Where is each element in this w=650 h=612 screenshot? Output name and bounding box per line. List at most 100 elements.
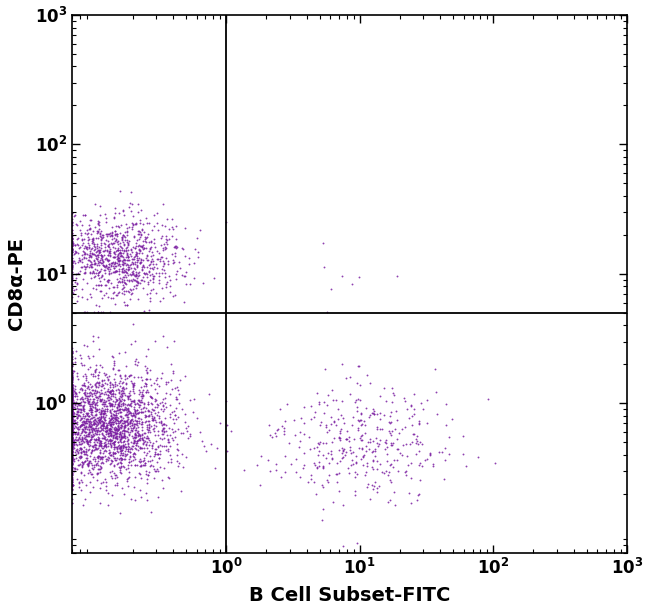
Point [133, 357, 144, 367]
Point [71, 247, 81, 257]
Point [109, 248, 120, 258]
Point [67, 455, 77, 465]
Point [222, 446, 233, 455]
Point [78, 416, 88, 426]
Point [148, 440, 158, 450]
Point [67, 414, 77, 424]
Point [67, 209, 77, 218]
Point [89, 452, 99, 462]
Point [119, 425, 129, 435]
Point [151, 388, 162, 398]
Point [112, 381, 122, 390]
Point [84, 422, 95, 431]
Point [95, 452, 105, 461]
Point [67, 395, 77, 405]
Point [114, 396, 125, 406]
Point [68, 408, 79, 418]
Point [97, 233, 107, 243]
Point [67, 436, 77, 446]
Point [93, 233, 103, 243]
Point [92, 405, 102, 414]
Point [71, 449, 81, 458]
Point [67, 393, 77, 403]
Point [380, 435, 391, 445]
Point [103, 371, 114, 381]
Point [344, 442, 355, 452]
Point [92, 392, 102, 402]
Point [88, 272, 99, 282]
Point [73, 422, 83, 431]
Point [111, 424, 122, 433]
Point [124, 406, 135, 416]
Point [69, 250, 79, 259]
Point [107, 438, 118, 448]
Point [361, 441, 371, 451]
Point [135, 461, 146, 471]
Point [105, 430, 116, 440]
Point [377, 468, 387, 477]
Point [87, 351, 98, 361]
Point [334, 445, 345, 455]
Point [136, 275, 146, 285]
Point [116, 394, 127, 404]
Point [67, 400, 77, 409]
Point [151, 259, 161, 269]
Point [322, 448, 333, 458]
Point [99, 441, 110, 451]
Point [156, 233, 166, 242]
Point [148, 413, 159, 423]
Point [133, 294, 143, 304]
Point [122, 444, 133, 454]
Point [179, 271, 189, 281]
Point [115, 422, 125, 432]
Point [67, 390, 77, 400]
Point [81, 427, 91, 437]
Point [86, 422, 96, 432]
Point [400, 439, 411, 449]
Point [67, 417, 77, 427]
Point [93, 435, 103, 444]
Point [102, 373, 112, 382]
Point [118, 432, 129, 442]
Point [106, 421, 116, 431]
Point [67, 390, 77, 400]
Point [73, 240, 83, 250]
Point [392, 434, 402, 444]
Point [105, 251, 115, 261]
Point [393, 466, 403, 476]
Point [361, 467, 371, 477]
Point [306, 401, 317, 411]
Point [129, 232, 140, 242]
Point [120, 442, 130, 452]
Point [100, 399, 110, 409]
Point [123, 419, 133, 428]
Point [67, 226, 77, 236]
Point [70, 384, 80, 394]
Point [157, 397, 167, 406]
Point [67, 425, 77, 435]
Point [75, 444, 85, 453]
Point [91, 443, 101, 453]
Point [67, 432, 77, 442]
Point [114, 427, 125, 437]
Point [122, 412, 133, 422]
Point [104, 416, 114, 425]
Point [86, 252, 97, 261]
Point [67, 442, 77, 452]
Point [142, 277, 153, 287]
Point [84, 405, 94, 415]
Point [123, 427, 133, 436]
Point [83, 391, 93, 401]
Point [126, 288, 136, 297]
Point [98, 419, 109, 429]
Point [67, 405, 77, 414]
Point [125, 456, 136, 466]
Point [124, 263, 135, 272]
Point [88, 394, 99, 404]
Point [135, 246, 146, 256]
Point [105, 398, 116, 408]
Point [67, 438, 77, 448]
Point [107, 400, 118, 409]
Point [120, 420, 130, 430]
Point [89, 440, 99, 450]
